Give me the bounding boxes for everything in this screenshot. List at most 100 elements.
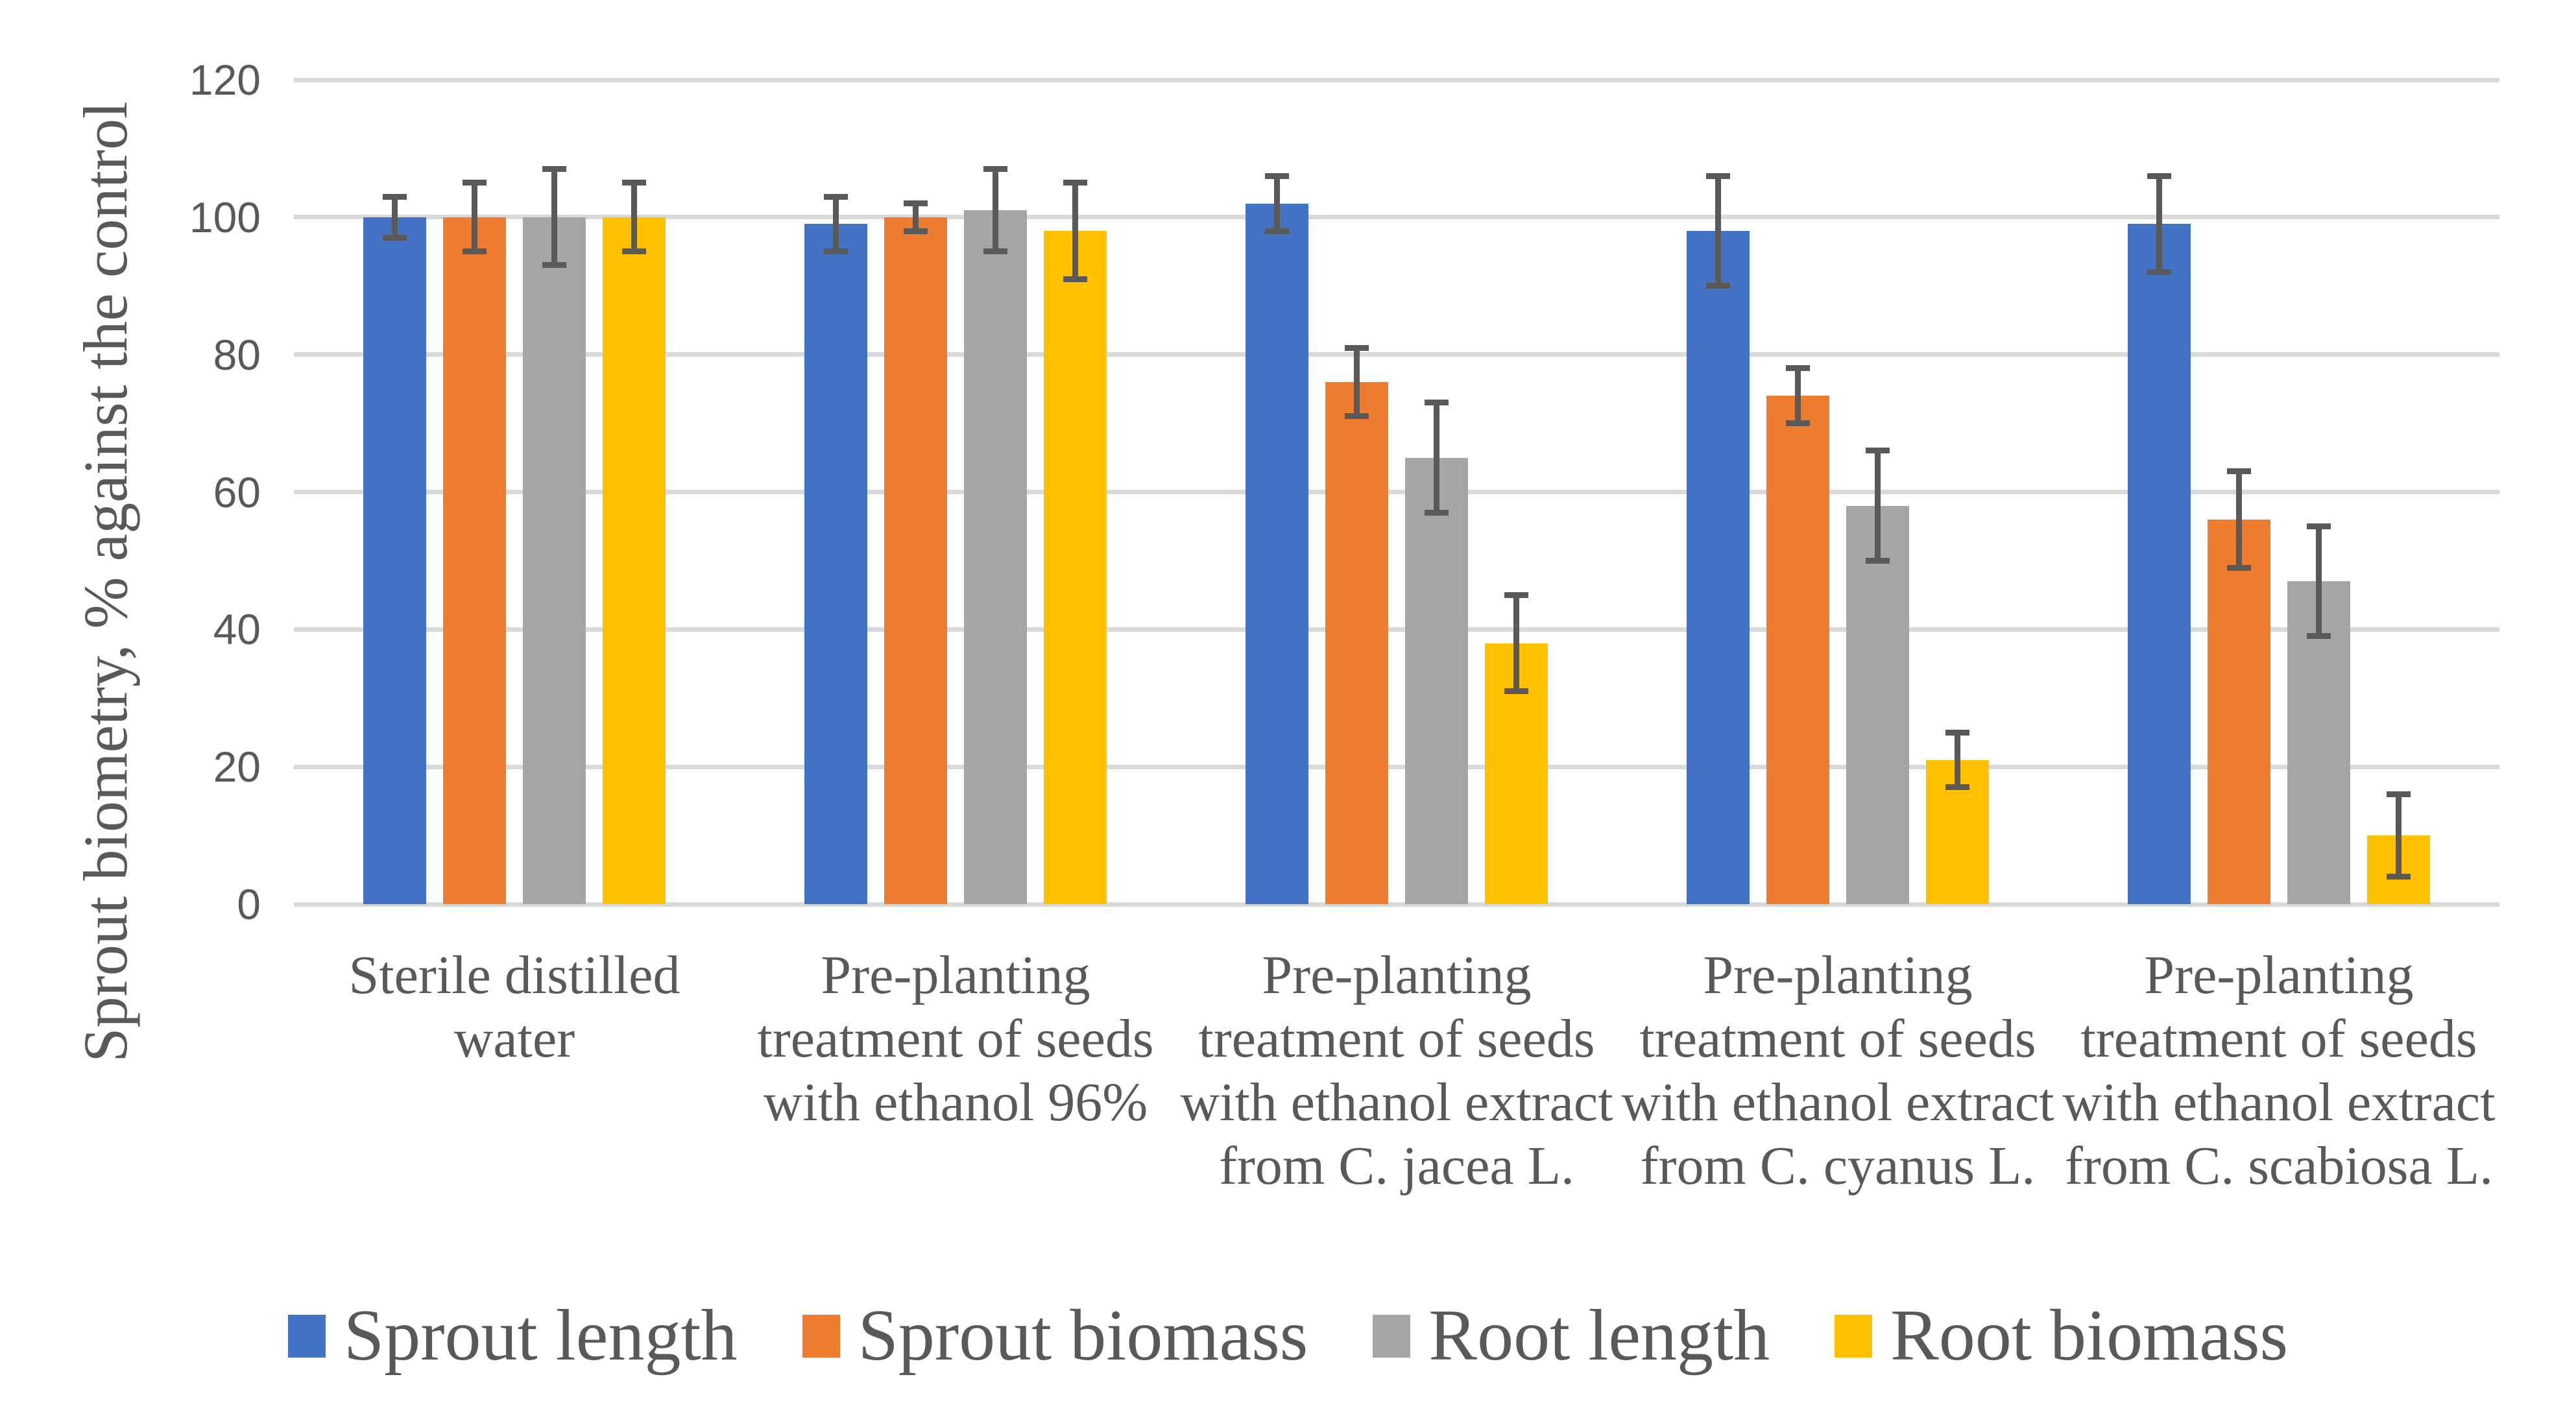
error-bar-stem	[1715, 176, 1721, 286]
x-axis-label: Pre-planting treatment of seeds with ethan…	[1585, 944, 2091, 1198]
legend-label: Sprout length	[343, 1295, 738, 1376]
error-bar-stem	[1513, 595, 1519, 691]
error-bar-cap	[622, 180, 646, 186]
x-axis-label: Pre-planting treatment of seeds with ethan…	[703, 944, 1209, 1134]
error-bar-cap	[1786, 420, 1810, 427]
gridline	[294, 352, 2499, 357]
error-bar-stem	[1072, 182, 1078, 280]
error-bar-cap	[2227, 564, 2251, 571]
x-axis-label-line: with ethanol extract	[1621, 1072, 2054, 1133]
error-bar-stem	[2236, 471, 2242, 568]
error-bar-cap	[2227, 468, 2251, 475]
error-bar-cap	[2387, 874, 2411, 880]
error-bar-stem	[2316, 526, 2322, 636]
x-axis-label-line: from C. scabiosa L.	[2064, 1136, 2494, 1196]
error-bar-cap	[1945, 729, 1969, 736]
x-axis-label: Pre-planting treatment of seeds with ethan…	[2026, 944, 2532, 1198]
bar-sprout-biomass	[1325, 382, 1388, 904]
error-bar-cap	[1504, 688, 1528, 695]
error-bar-stem	[472, 182, 477, 252]
error-bar-cap	[463, 180, 487, 186]
bar-sprout-length	[804, 224, 867, 904]
error-bar-stem	[1354, 348, 1360, 416]
bar-sprout-biomass	[884, 217, 947, 904]
legend-label: Root biomass	[1890, 1295, 2289, 1376]
error-bar-cap	[1706, 173, 1730, 179]
x-axis-label-line: from C. jacea L.	[1218, 1136, 1575, 1196]
error-bar-stem	[1875, 450, 1881, 561]
gridline	[294, 902, 2499, 907]
error-bar-cap	[542, 166, 566, 173]
legend-swatch-sprout-biomass	[802, 1314, 840, 1358]
error-bar-cap	[542, 262, 566, 269]
gridline	[294, 490, 2499, 494]
bar-root-biomass	[603, 217, 666, 904]
x-axis-label-line: treatment of seeds	[2080, 1009, 2477, 1069]
error-bar-stem	[833, 197, 839, 252]
error-bar-cap	[1425, 400, 1449, 406]
bar-sprout-length	[1246, 203, 1308, 904]
bar-root-length	[1405, 457, 1468, 904]
error-bar-cap	[824, 248, 848, 255]
y-tick-label: 20	[213, 743, 261, 791]
legend-item-sprout-biomass: Sprout biomass	[802, 1294, 1308, 1378]
legend-item-sprout-length: Sprout length	[287, 1294, 738, 1378]
error-bar-stem	[551, 169, 557, 265]
gridline	[294, 627, 2499, 632]
legend-item-root-biomass: Root biomass	[1835, 1294, 2288, 1378]
error-bar-cap	[2147, 269, 2171, 276]
error-bar-cap	[1786, 365, 1810, 372]
error-bar-cap	[1706, 283, 1730, 289]
error-bar-cap	[1265, 173, 1289, 179]
error-bar-cap	[1345, 344, 1369, 351]
gridline	[294, 764, 2499, 769]
error-bar-stem	[1795, 368, 1801, 424]
x-axis-label-line: with ethanol extract	[2062, 1072, 2496, 1133]
x-axis-label-line: with ethanol extract	[1180, 1072, 1613, 1133]
error-bar-cap	[622, 248, 646, 255]
error-bar-cap	[463, 248, 487, 255]
error-bar-cap	[2387, 791, 2411, 798]
bar-root-length	[1846, 505, 1909, 904]
error-bar-cap	[1063, 276, 1087, 282]
y-tick-label: 100	[189, 193, 261, 241]
error-bar-cap	[383, 193, 407, 200]
error-bar-cap	[383, 235, 407, 241]
gridline	[294, 215, 2499, 220]
x-axis-label-line: treatment of seeds	[757, 1009, 1154, 1069]
y-tick-label: 80	[213, 330, 261, 379]
bar-sprout-biomass	[1766, 396, 1829, 904]
error-bar-cap	[1945, 784, 1969, 791]
error-bar-cap	[1265, 228, 1289, 234]
legend-swatch-root-length	[1373, 1314, 1411, 1358]
error-bar-cap	[983, 166, 1007, 173]
x-axis-label-line: Pre-planting	[1703, 945, 1973, 1005]
x-axis-label: Pre-planting treatment of seeds with ethan…	[1144, 944, 1650, 1198]
bar-sprout-length	[2128, 224, 2191, 904]
x-axis-label-line: treatment of seeds	[1198, 1009, 1595, 1069]
gridline	[294, 77, 2499, 82]
bar-root-length	[523, 217, 586, 904]
error-bar-stem	[631, 182, 637, 252]
bar-root-length	[964, 210, 1027, 904]
error-bar-cap	[2307, 633, 2331, 640]
y-tick-label: 120	[189, 56, 261, 104]
error-bar-cap	[2147, 173, 2171, 179]
error-bar-stem	[2156, 176, 2162, 272]
error-bar-cap	[1063, 180, 1087, 186]
legend-label: Sprout biomass	[858, 1295, 1308, 1376]
legend-swatch-root-biomass	[1835, 1314, 1873, 1358]
bar-sprout-biomass	[443, 217, 506, 904]
error-bar-cap	[1425, 509, 1449, 516]
y-tick-label: 60	[213, 468, 261, 516]
bar-sprout-length	[1687, 231, 1750, 904]
error-bar-cap	[1866, 448, 1890, 454]
error-bar-cap	[1866, 557, 1890, 564]
error-bar-stem	[392, 197, 398, 238]
y-tick-label: 40	[213, 605, 261, 654]
error-bar-cap	[983, 248, 1007, 255]
x-axis-label: Sterile distilled water	[261, 944, 767, 1071]
bar-sprout-biomass	[2208, 519, 2270, 904]
x-axis-label-line: Sterile distilled	[348, 945, 680, 1005]
